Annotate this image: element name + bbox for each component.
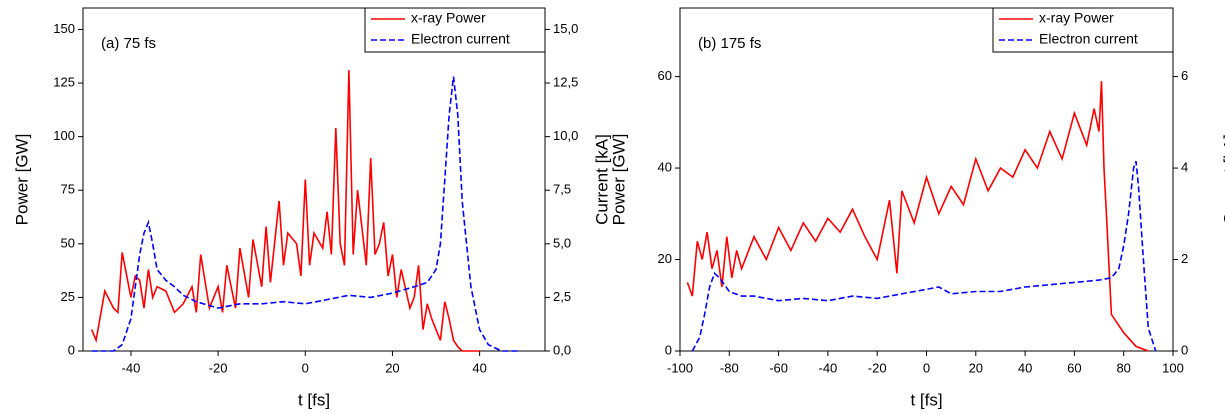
x-axis-label: t [fs] (910, 390, 942, 409)
x-tick-label: 20 (385, 360, 399, 375)
y2-tick-label: 5,0 (553, 235, 571, 250)
x-tick-label: 20 (969, 360, 983, 375)
y-tick-label: 60 (658, 68, 672, 83)
x-tick-label: 60 (1067, 360, 1081, 375)
y2-axis-label: Current [kA] (592, 134, 611, 225)
series-line (691, 160, 1157, 352)
y-tick-label: 125 (53, 74, 75, 89)
x-tick-label: -20 (209, 360, 228, 375)
annotation: (a) 75 fs (101, 35, 156, 52)
x-tick-label: -20 (868, 360, 887, 375)
y2-tick-label: 10,0 (553, 128, 578, 143)
y-axis-label: Power [GW] (12, 134, 31, 226)
x-tick-label: -40 (122, 360, 141, 375)
legend-box (364, 7, 546, 53)
y2-tick-label: 2 (1181, 251, 1188, 266)
x-tick-label: -60 (769, 360, 788, 375)
plot-frame (82, 7, 546, 352)
y2-tick-label: 0 (1181, 342, 1188, 357)
series-line (686, 81, 1149, 352)
x-tick-label: -80 (720, 360, 739, 375)
y-tick-label: 25 (61, 289, 75, 304)
series-line (91, 76, 519, 352)
y-tick-label: 0 (665, 342, 672, 357)
y2-tick-label: 0,0 (553, 342, 571, 357)
y-axis-label: Power [GW] (609, 134, 628, 226)
legend-label: Electron current (411, 31, 510, 47)
y2-tick-label: 4 (1181, 160, 1188, 175)
y-tick-label: 20 (658, 251, 672, 266)
y2-axis-label: Current [kA] (1220, 134, 1225, 225)
y2-tick-label: 12,5 (553, 74, 578, 89)
x-tick-label: 80 (1116, 360, 1130, 375)
y2-tick-label: 7,5 (553, 182, 571, 197)
x-tick-label: 40 (1018, 360, 1032, 375)
x-tick-label: -100 (667, 360, 693, 375)
y-tick-label: 150 (53, 21, 75, 36)
y2-tick-label: 6 (1181, 68, 1188, 83)
x-tick-label: 100 (1162, 360, 1184, 375)
series-line (90, 70, 480, 352)
annotation: (b) 175 fs (698, 35, 761, 52)
y2-tick-label: 15,0 (553, 21, 578, 36)
legend-label: x-ray Power (1039, 10, 1114, 26)
legend-box (992, 7, 1174, 53)
x-tick-label: 0 (923, 360, 930, 375)
y-tick-label: 0 (68, 342, 75, 357)
x-tick-label: -40 (819, 360, 838, 375)
x-axis-label: t [fs] (298, 390, 330, 409)
x-tick-label: 0 (302, 360, 309, 375)
y-tick-label: 75 (61, 182, 75, 197)
legend-label: Electron current (1039, 31, 1138, 47)
y2-tick-label: 2,5 (553, 289, 571, 304)
x-tick-label: 40 (472, 360, 486, 375)
y-tick-label: 40 (658, 160, 672, 175)
y-tick-label: 50 (61, 235, 75, 250)
legend-label: x-ray Power (411, 10, 486, 26)
y-tick-label: 100 (53, 128, 75, 143)
